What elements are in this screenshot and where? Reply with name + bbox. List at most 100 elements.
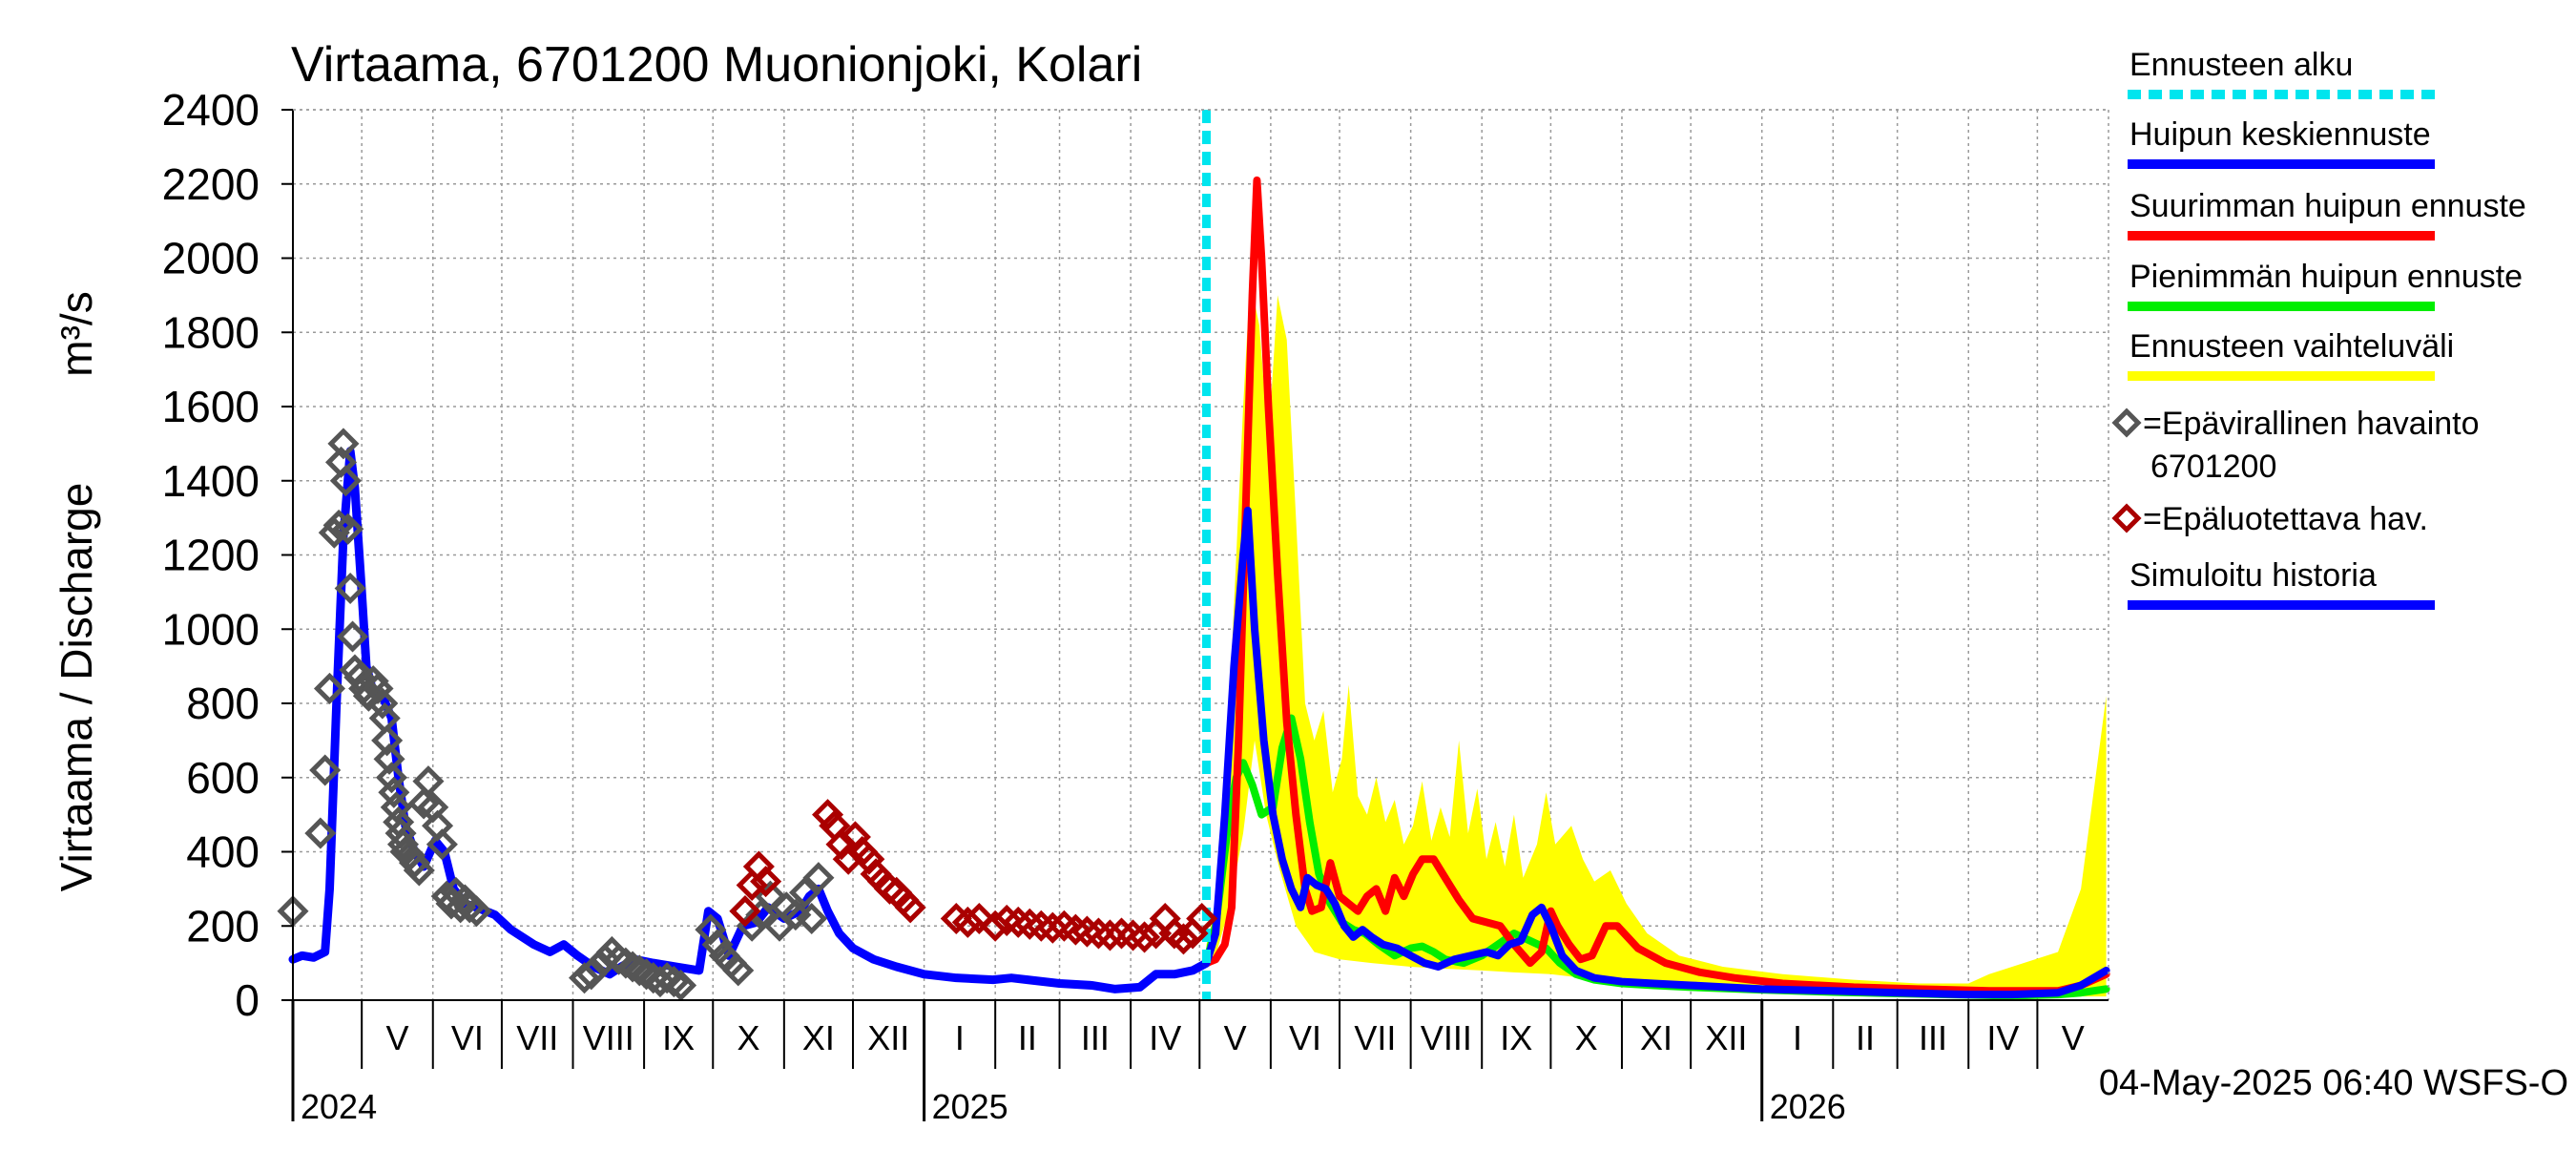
- axes: 0 200 400 600 800 1000 1200 1400 1600 1800 2000 220…: [162, 85, 2109, 1126]
- month-label: VIII: [583, 1018, 634, 1057]
- unreliable-observation-marker: [1186, 902, 1218, 935]
- unofficial-observation-marker: [701, 929, 734, 961]
- unreliable-observation-marker: [963, 902, 995, 935]
- unofficial-observation-marker: [665, 969, 697, 1001]
- unreliable-observation-marker: [894, 891, 926, 924]
- unofficial-observation-marker: [380, 791, 412, 824]
- year-label: 2024: [301, 1087, 377, 1126]
- month-label: I: [955, 1018, 965, 1057]
- unofficial-observation-marker: [362, 672, 394, 704]
- unofficial-observation-marker: [313, 672, 346, 704]
- y-tick-label: 0: [235, 975, 260, 1025]
- month-label: V: [2062, 1018, 2085, 1057]
- y-tick-label: 1000: [162, 604, 260, 654]
- unofficial-observation-marker: [403, 854, 435, 887]
- simulated-history-line: [288, 447, 1212, 993]
- y-tick-label: 2400: [162, 85, 260, 135]
- observation-markers: [277, 428, 1218, 1001]
- forecast-range-band: [1206, 280, 2107, 997]
- legend-label: Ennusteen vaihteluväli: [2129, 328, 2454, 365]
- unofficial-observation-marker: [386, 828, 420, 861]
- legend-label: Pienimmän huipun ennuste: [2129, 259, 2523, 295]
- y-tick-label: 800: [186, 679, 260, 728]
- unreliable-observation-marker: [750, 866, 782, 898]
- legend-label: =Epävirallinen havainto: [2143, 406, 2480, 442]
- unofficial-observation-marker: [722, 954, 755, 987]
- legend-label: Simuloitu historia: [2129, 557, 2377, 594]
- month-label: IV: [1986, 1018, 2019, 1057]
- y-tick-label: 1200: [162, 531, 260, 580]
- y-tick-label: 1400: [162, 456, 260, 506]
- month-label: XII: [1705, 1018, 1747, 1057]
- legend-diamond-swatch: [2111, 503, 2142, 533]
- year-label: 2025: [932, 1087, 1008, 1126]
- legend-label: =Epäluotettava hav.: [2143, 501, 2428, 537]
- unofficial-observation-marker: [373, 742, 405, 775]
- legend-label: Huipun keskiennuste: [2129, 116, 2431, 153]
- month-label: X: [737, 1018, 760, 1057]
- unofficial-observation-marker: [366, 687, 399, 720]
- grid: [293, 109, 2109, 1001]
- unofficial-observation-marker: [802, 862, 835, 894]
- month-label: VI: [451, 1018, 484, 1057]
- month-label: VII: [1354, 1018, 1396, 1057]
- month-label: XI: [1640, 1018, 1672, 1057]
- unofficial-observation-marker: [309, 754, 342, 786]
- unreliable-observation-marker: [1129, 921, 1161, 953]
- unreliable-observation-marker: [812, 799, 844, 831]
- month-label: II: [1856, 1018, 1875, 1057]
- unofficial-observation-marker: [327, 428, 360, 460]
- y-tick-label: 200: [186, 901, 260, 951]
- unofficial-observation-marker: [334, 572, 366, 605]
- legend-label: Suurimman huipun ennuste: [2129, 188, 2526, 224]
- y-tick-label: 400: [186, 827, 260, 877]
- unofficial-observation-marker: [329, 465, 362, 497]
- unreliable-observation-marker: [736, 868, 768, 902]
- month-label: XI: [802, 1018, 835, 1057]
- unreliable-observation-marker: [729, 895, 761, 928]
- y-axis-label: Virtaama / Discharge: [52, 483, 101, 892]
- legend-label-secondary: 6701200: [2150, 449, 2276, 485]
- y-tick-label: 2000: [162, 234, 260, 283]
- month-label: XII: [867, 1018, 909, 1057]
- chart-title: Virtaama, 6701200 Muonionjoki, Kolari: [291, 37, 1142, 93]
- unofficial-observation-marker: [332, 512, 364, 545]
- y-axis-unit: m³/s: [52, 291, 101, 376]
- unreliable-observation-marker: [951, 906, 984, 938]
- unofficial-observation-marker: [412, 765, 445, 798]
- unofficial-observation-marker: [322, 509, 355, 541]
- legend: Ennusteen alku Huipun keskiennuste Suurimm…: [2111, 47, 2526, 610]
- unofficial-observation-marker: [575, 958, 608, 991]
- month-label: VI: [1289, 1018, 1321, 1057]
- unofficial-observation-marker: [788, 876, 821, 909]
- unofficial-observation-marker: [371, 724, 404, 757]
- footer-timestamp: 04-May-2025 06:40 WSFS-O: [2099, 1063, 2568, 1103]
- month-label: IX: [1500, 1018, 1532, 1057]
- unreliable-observation-marker: [1036, 911, 1069, 944]
- unofficial-observation-marker: [426, 828, 458, 861]
- unreliable-observation-marker: [1093, 919, 1127, 951]
- unofficial-observation-marker: [407, 787, 440, 820]
- month-label: IV: [1149, 1018, 1181, 1057]
- year-label: 2026: [1770, 1087, 1846, 1126]
- unofficial-observation-marker: [460, 895, 493, 928]
- unofficial-observation-marker: [796, 902, 828, 935]
- legend-diamond-swatch: [2111, 408, 2142, 438]
- max-peak-forecast-line: [1202, 176, 2110, 995]
- y-tick-label: 1800: [162, 307, 260, 357]
- forecast-band: [1206, 280, 2107, 997]
- y-tick-label: 600: [186, 753, 260, 803]
- month-label: X: [1575, 1018, 1598, 1057]
- month-label: V: [1224, 1018, 1247, 1057]
- month-label: VIII: [1421, 1018, 1472, 1057]
- month-label: I: [1793, 1018, 1802, 1057]
- unofficial-observation-marker: [318, 516, 350, 549]
- month-label: III: [1081, 1018, 1110, 1057]
- unofficial-observation-marker: [304, 817, 337, 849]
- unofficial-observation-marker: [375, 762, 407, 794]
- month-label: IX: [662, 1018, 695, 1057]
- y-tick-label: 2200: [162, 159, 260, 209]
- unofficial-observation-marker: [378, 776, 410, 808]
